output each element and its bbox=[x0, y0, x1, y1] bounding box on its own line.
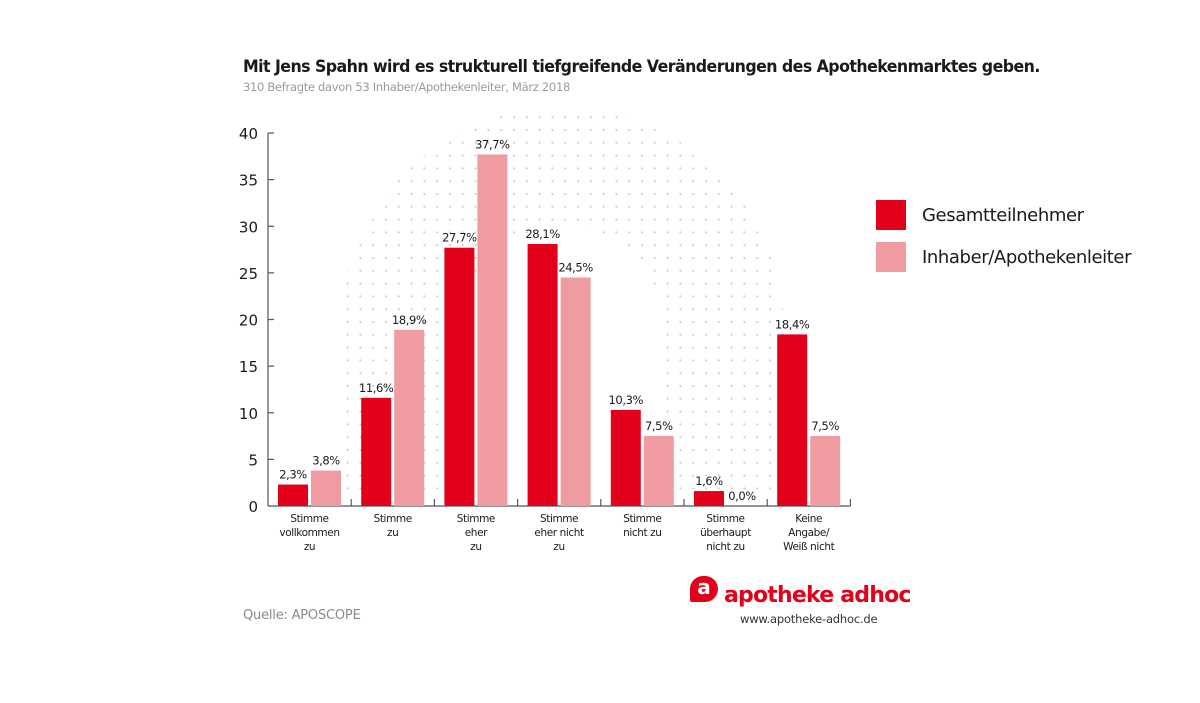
data-label: 18,9% bbox=[392, 313, 427, 327]
bar-gesamtteilnehmer bbox=[610, 409, 641, 506]
bar-inhaber bbox=[810, 436, 841, 506]
x-category-label: zu bbox=[387, 527, 398, 539]
data-label: 7,5% bbox=[811, 419, 839, 433]
bar-inhaber bbox=[477, 154, 508, 506]
x-category-label: zu bbox=[553, 541, 564, 553]
legend-label: Gesamtteilnehmer bbox=[922, 204, 1084, 226]
bar-gesamtteilnehmer bbox=[361, 397, 392, 506]
x-category-label: Stimme bbox=[374, 513, 412, 525]
x-category-label: zu bbox=[470, 541, 481, 553]
y-tick-label: 40 bbox=[239, 125, 258, 143]
data-label: 0,0% bbox=[728, 489, 756, 503]
legend-item-gesamtteilnehmer: Gesamtteilnehmer bbox=[876, 200, 1131, 230]
bar-gesamtteilnehmer bbox=[694, 491, 724, 506]
x-category-label: Stimme bbox=[540, 513, 578, 525]
x-category-label: Stimme bbox=[290, 513, 328, 525]
x-category-label: Weiß nicht bbox=[783, 541, 834, 553]
x-category-label: Stimme bbox=[457, 513, 495, 525]
x-category-label: Keine bbox=[795, 513, 822, 525]
bar-inhaber bbox=[311, 470, 341, 506]
brand-a-icon: a bbox=[690, 576, 718, 602]
y-tick-label: 10 bbox=[239, 405, 258, 423]
source-note: Quelle: APOSCOPE bbox=[243, 608, 361, 623]
bar-gesamtteilnehmer bbox=[527, 243, 558, 506]
bar-inhaber bbox=[560, 277, 591, 506]
bar-gesamtteilnehmer bbox=[777, 334, 808, 506]
bar-inhaber bbox=[643, 436, 674, 506]
bar-gesamtteilnehmer bbox=[444, 247, 475, 506]
y-tick-label: 25 bbox=[239, 265, 258, 283]
x-category-label: eher nicht bbox=[534, 527, 584, 539]
x-category-label: Stimme bbox=[706, 513, 744, 525]
x-category-label: eher bbox=[465, 527, 488, 539]
legend-swatch-red bbox=[876, 200, 906, 230]
x-category-label: zu bbox=[304, 541, 315, 553]
legend-item-inhaber: Inhaber/Apothekenleiter bbox=[876, 242, 1131, 272]
x-category-label: nicht zu bbox=[623, 527, 661, 539]
y-tick-label: 0 bbox=[248, 498, 258, 516]
data-label: 18,4% bbox=[775, 317, 810, 331]
bar-inhaber bbox=[394, 329, 425, 506]
x-category-label: nicht zu bbox=[706, 541, 744, 553]
y-tick-label: 35 bbox=[239, 172, 258, 190]
data-label: 2,3% bbox=[279, 468, 307, 482]
bar-gesamtteilnehmer bbox=[278, 484, 308, 506]
data-label: 37,7% bbox=[475, 137, 510, 151]
data-label: 27,7% bbox=[442, 231, 477, 245]
x-category-label: überhaupt bbox=[700, 527, 751, 539]
data-label: 3,8% bbox=[312, 454, 340, 468]
legend: Gesamtteilnehmer Inhaber/Apothekenleiter bbox=[876, 200, 1131, 284]
data-label: 7,5% bbox=[645, 419, 673, 433]
data-label: 24,5% bbox=[558, 261, 593, 275]
legend-label: Inhaber/Apothekenleiter bbox=[922, 246, 1132, 268]
data-label: 10,3% bbox=[609, 393, 644, 407]
brand-name: apotheke adhoc bbox=[724, 583, 911, 608]
data-label: 11,6% bbox=[359, 381, 394, 395]
data-label: 1,6% bbox=[695, 474, 723, 488]
data-label: 28,1% bbox=[525, 227, 560, 241]
legend-swatch-pink bbox=[876, 242, 906, 272]
y-tick-label: 20 bbox=[239, 312, 258, 330]
brand-url: www.apotheke-adhoc.de bbox=[740, 612, 878, 626]
x-category-label: Angabe/ bbox=[788, 527, 830, 539]
x-category-label: vollkommen bbox=[279, 527, 339, 539]
x-category-label: Stimme bbox=[623, 513, 661, 525]
y-tick-label: 30 bbox=[239, 218, 258, 236]
y-tick-label: 5 bbox=[248, 451, 258, 469]
y-tick-label: 15 bbox=[239, 358, 258, 376]
